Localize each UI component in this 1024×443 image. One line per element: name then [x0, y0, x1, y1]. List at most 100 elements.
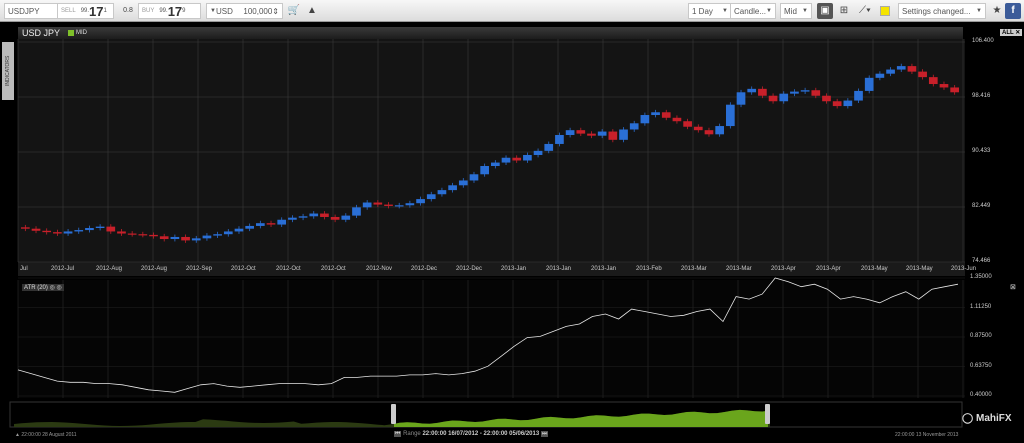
candle-body [544, 143, 554, 151]
x-tick-label: 2013-Feb [636, 266, 662, 272]
navigator [9, 401, 963, 428]
stepper-icon[interactable]: ⇕ [272, 6, 279, 16]
close-panel-icon[interactable]: ⊠ [1010, 284, 1016, 291]
candle-body [608, 131, 618, 140]
interval-value: 1 Day [692, 6, 713, 16]
chart-type-value: Candle... [734, 6, 767, 16]
candle-body [138, 234, 148, 236]
settings-select[interactable]: Settings changed... ▼ [898, 3, 986, 19]
candle-body [74, 230, 84, 232]
candle-body [533, 150, 543, 155]
chart-type-select[interactable]: Candle... ▼ [730, 3, 776, 19]
price-type-value: Mid [784, 6, 797, 16]
close-icon[interactable]: ◎ [56, 285, 62, 291]
x-tick-label: 2013-Jan [501, 266, 527, 272]
candle-body [693, 126, 703, 131]
buy-button[interactable]: BUY 99. 17 9 [138, 3, 201, 19]
candle-body [213, 234, 222, 236]
candle-body [437, 190, 447, 195]
range-start-button[interactable]: ⏮ [394, 431, 402, 437]
draw-tool-icon[interactable]: ⟋▾ [859, 5, 871, 16]
candle-body [886, 69, 895, 74]
y-tick-label: 74.466 [972, 258, 991, 264]
range-end-button[interactable]: ⏭ [540, 431, 549, 437]
chart-header: USD JPY MID [18, 27, 963, 39]
candle-body [234, 228, 244, 232]
candle-body [170, 236, 180, 240]
candle-body [491, 162, 500, 167]
candle-body [565, 130, 575, 136]
y-tick-label: 90.433 [972, 148, 991, 154]
x-tick-label: 2013-Mar [681, 266, 707, 272]
amount-value: 100,000 [243, 6, 273, 16]
candle-body [523, 154, 532, 161]
atr-y-tick-label: 1.35000 [970, 274, 992, 280]
chevron-down-icon: ▼ [766, 8, 772, 14]
candle-body [106, 226, 116, 232]
candle-body [256, 223, 265, 226]
screenshot-icon[interactable]: ▣ [817, 3, 833, 19]
navigator-handle[interactable] [391, 404, 396, 424]
candle-body [779, 93, 789, 102]
candle-body [63, 231, 73, 234]
sell-button[interactable]: SELL 99. 17 1 [57, 3, 114, 19]
color-swatch[interactable] [880, 6, 890, 16]
x-tick-label: 2013-Mar [726, 266, 752, 272]
candle-body [747, 88, 757, 93]
atr-title: ATR (20) [24, 285, 48, 291]
candle-body [939, 84, 949, 88]
sell-price: 17 [89, 3, 104, 19]
alert-bell-icon[interactable]: ▲ [307, 5, 317, 16]
candle-body [597, 131, 607, 136]
price-panel [18, 39, 965, 262]
price-type-select[interactable]: Mid ▼ [780, 3, 812, 19]
candle-body [181, 236, 190, 241]
candle-body [822, 95, 831, 102]
cart-icon[interactable]: 🛒 [287, 5, 301, 16]
amount-input[interactable]: ▼ USD 100,000 ⇕ [206, 3, 283, 19]
candle-body [223, 231, 233, 235]
candle-body [768, 95, 778, 102]
candle-body [843, 100, 853, 107]
candle-body [202, 235, 212, 239]
chevron-down-icon: ▼ [802, 8, 808, 14]
candle-body [587, 133, 596, 136]
star-icon[interactable]: ★ [992, 5, 1002, 16]
candle-body [950, 87, 959, 93]
candle-body [21, 227, 30, 229]
settings-icon[interactable]: ◎ [49, 285, 55, 291]
facebook-icon[interactable]: f [1005, 3, 1021, 19]
layout-icon[interactable]: ⊞ [839, 5, 849, 16]
sell-prefix: 99. [80, 8, 90, 14]
candle-body [651, 112, 660, 116]
range-value: 22:00:00 16/07/2012 - 22:00:00 05/06/201… [422, 431, 540, 437]
x-tick-label: 2012-Oct [321, 266, 346, 272]
nav-start-date: ▲ 22:00:00 28 August 2011 [15, 432, 77, 438]
candle-body [758, 88, 767, 96]
navigator-handle[interactable] [765, 404, 770, 424]
candle-body [426, 194, 436, 200]
candle-body [854, 90, 863, 101]
candle-body [330, 216, 340, 220]
candle-body [512, 157, 522, 161]
candle-body [704, 130, 714, 135]
sell-pip: 1 [103, 8, 107, 14]
candle-body [640, 115, 650, 124]
candle-body [266, 223, 276, 225]
candle-body [907, 66, 917, 72]
all-button[interactable]: ALL ✕ [1000, 29, 1023, 36]
range-display: ⏮ Range 22:00:00 16/07/2012 - 22:00:00 0… [394, 431, 549, 438]
all-label: ALL [1002, 30, 1014, 36]
candle-body [384, 204, 393, 206]
candle-body [555, 135, 564, 144]
atr-y-tick-label: 1.11250 [970, 303, 992, 310]
candle-body [928, 77, 938, 85]
currency-select[interactable]: USD [215, 6, 233, 16]
x-tick-label: 2012-Oct [231, 266, 256, 272]
y-tick-label: 106.400 [972, 38, 994, 44]
candle-body [31, 228, 41, 231]
nav-end-date: 22:00:00 13 November 2013 [895, 432, 959, 438]
x-axis-band [18, 262, 965, 276]
